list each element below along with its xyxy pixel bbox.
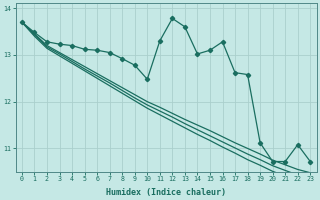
X-axis label: Humidex (Indice chaleur): Humidex (Indice chaleur) xyxy=(106,188,226,197)
